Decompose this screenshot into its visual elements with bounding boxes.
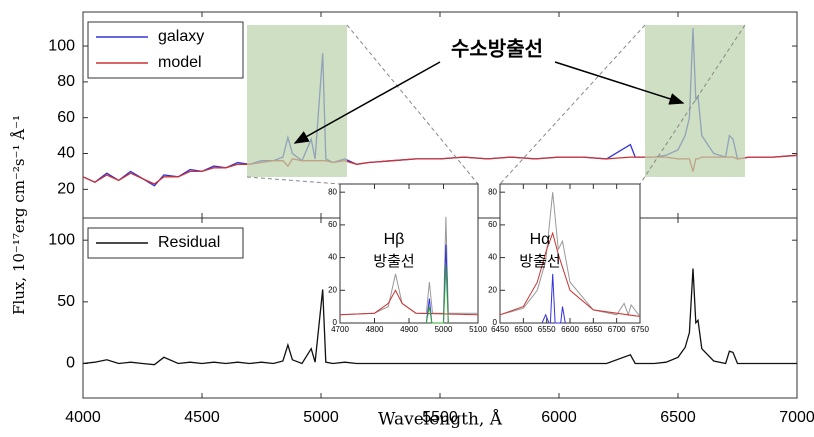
y-tick-label: 20	[488, 285, 497, 294]
x-tick-label: 6450	[491, 325, 509, 334]
x-tick-label: 6550	[538, 325, 556, 334]
legend-label: Residual	[158, 234, 220, 251]
x-tick-label: 6650	[584, 325, 602, 334]
inset-frame	[499, 183, 641, 324]
y-tick-label: 60	[488, 220, 497, 229]
legend-label: galaxy	[158, 28, 204, 45]
x-tick-label: 6000	[541, 409, 577, 426]
y-tick-label: 40	[488, 253, 497, 262]
y-tick-label: 60	[328, 220, 337, 229]
y-tick-label: 40	[328, 253, 337, 262]
x-tick-label: 6500	[514, 325, 532, 334]
inset-frame	[339, 183, 479, 324]
x-tick-label: 4500	[184, 409, 220, 426]
series-line	[82, 268, 797, 366]
x-tick-label: 6750	[631, 325, 649, 334]
x-tick-label: 6500	[660, 409, 696, 426]
y-tick-label: 80	[328, 187, 337, 196]
x-tick-label: 7000	[779, 409, 814, 426]
y-tick-label: 100	[48, 37, 75, 54]
y-tick-label: 80	[57, 73, 75, 90]
x-tick-label: 6700	[608, 325, 626, 334]
x-tick-label: 6600	[561, 325, 579, 334]
y-tick-label: 0	[66, 355, 75, 372]
series-line	[499, 231, 641, 317]
inset-sublabel: 방출선	[519, 253, 560, 270]
inset-label: Hα	[530, 231, 551, 248]
x-tick-label: 5000	[435, 325, 453, 334]
series-line	[541, 273, 566, 324]
y-tick-label: 0	[333, 318, 338, 327]
highlight	[247, 25, 347, 177]
legend-box	[87, 21, 244, 79]
y-axis-label: Flux, 10⁻¹⁷erg cm⁻²s⁻¹ Å⁻¹	[10, 115, 28, 315]
y-tick-label: 20	[328, 285, 337, 294]
y-tick-label: 50	[57, 293, 75, 310]
x-axis-label: Wavelength, Å	[378, 409, 503, 430]
arrow	[293, 61, 441, 144]
series-line	[425, 265, 449, 324]
y-tick-label: 100	[48, 231, 75, 248]
arrow	[554, 61, 685, 105]
y-tick-label: 40	[57, 145, 75, 162]
x-tick-label: 4800	[366, 325, 384, 334]
x-tick-label: 4900	[400, 325, 418, 334]
x-tick-label: 4700	[331, 325, 349, 334]
series-line	[339, 289, 479, 316]
x-tick-label: 4000	[65, 409, 101, 426]
y-tick-label: 60	[57, 109, 75, 126]
y-tick-label: 20	[57, 181, 75, 198]
legend-label: model	[158, 54, 202, 71]
y-tick-label: 0	[493, 318, 498, 327]
x-tick-label: 5100	[469, 325, 487, 334]
x-tick-label: 5500	[422, 409, 458, 426]
series-line	[499, 192, 641, 317]
y-tick-label: 80	[488, 187, 497, 196]
annotation: 수소방출선	[451, 37, 543, 60]
inset-sublabel: 방출선	[373, 253, 414, 270]
inset-label: Hβ	[384, 231, 405, 248]
x-tick-label: 5000	[303, 409, 339, 426]
zoom-lines	[246, 24, 746, 185]
